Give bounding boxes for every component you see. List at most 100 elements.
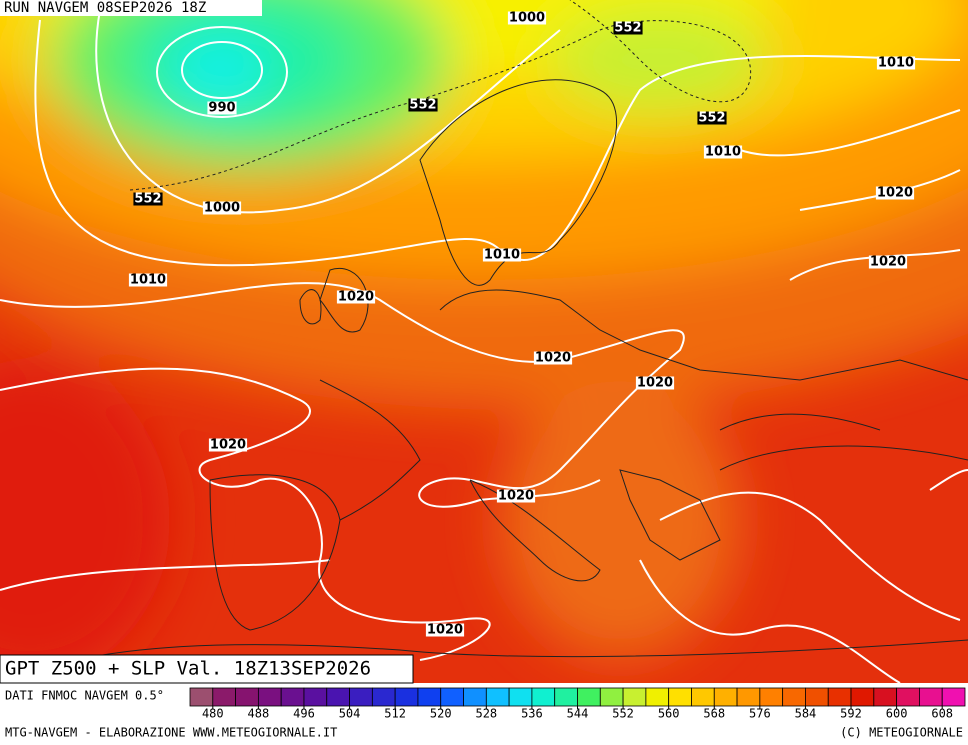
colorbar: 480 488 496 504 512 520 528 536 544 552 560 568 576 5…	[189, 687, 966, 721]
color-box	[919, 687, 943, 707]
isobar-label: 1000	[204, 201, 240, 216]
color-box	[896, 687, 920, 707]
tick-label: 608	[931, 707, 953, 721]
z500-label: 552	[698, 111, 725, 126]
color-box	[782, 687, 806, 707]
isobar-label-bg	[336, 290, 376, 304]
isobar-label: 1020	[498, 489, 534, 504]
tick-label: 496	[293, 707, 315, 721]
color-box	[622, 687, 647, 707]
color-box	[713, 687, 738, 707]
color-box	[417, 687, 442, 707]
isobar-label: 1010	[130, 273, 166, 288]
isobar-label: 1020	[338, 290, 374, 305]
tick-label: 504	[339, 707, 361, 721]
color-box	[508, 687, 533, 707]
color-box	[805, 687, 829, 707]
title-box	[0, 654, 414, 684]
isobar-label-bg	[507, 11, 547, 25]
isobar-label-bg	[533, 351, 573, 365]
tick-label: 536	[521, 707, 543, 721]
isobar-label: 1000	[509, 11, 545, 26]
color-box	[759, 687, 784, 707]
color-box	[485, 687, 510, 707]
tick-label: 552	[612, 707, 634, 721]
isobar-label-bg	[496, 489, 536, 503]
color-box	[873, 687, 898, 707]
isobar-label-bg	[482, 248, 522, 262]
color-box	[531, 687, 556, 707]
color-box	[371, 687, 396, 707]
isobar-label-bg	[635, 376, 675, 390]
run-box	[0, 0, 262, 16]
color-box	[736, 687, 761, 707]
color-box	[303, 687, 328, 707]
z500-label-bg	[697, 111, 727, 125]
color-box	[235, 687, 259, 707]
color-box	[850, 687, 875, 707]
isobar-label: 1020	[427, 623, 463, 638]
isobar-label-bg	[128, 273, 168, 287]
map-field	[0, 0, 968, 683]
isobar-label-bg	[875, 186, 915, 200]
color-box	[577, 687, 601, 707]
color-box	[212, 687, 236, 707]
isobar-label: 1020	[637, 376, 673, 391]
tick-label: 544	[567, 707, 589, 721]
tick-label: 576	[749, 707, 771, 721]
color-box	[326, 687, 350, 707]
isobar-label-bg	[703, 145, 743, 159]
z500-contour	[129, 0, 752, 191]
color-box	[668, 687, 692, 707]
tick-label: 568	[703, 707, 725, 721]
isobar-label-bg	[207, 101, 237, 115]
tick-label: 480	[202, 707, 224, 721]
run-label: RUN NAVGEM 08SEP2026 18Z	[4, 0, 206, 16]
color-box	[280, 687, 305, 707]
z500-label-bg	[613, 21, 643, 35]
isobar-label: 1010	[484, 248, 520, 263]
isobar-label-bg	[208, 438, 248, 452]
isobars	[0, 9, 968, 683]
coastlines	[0, 79, 968, 683]
credit: MTG-NAVGEM - ELABORAZIONE WWW.METEOGIORN…	[5, 726, 337, 740]
isobar-label: 1020	[535, 351, 571, 366]
isobar-label-bg	[868, 255, 908, 269]
z500-label: 552	[134, 192, 161, 207]
color-box	[463, 687, 487, 707]
color-box	[827, 687, 852, 707]
tick-label: 600	[886, 707, 908, 721]
color-box	[257, 687, 282, 707]
z500-label-bg	[133, 192, 163, 206]
tick-label: 520	[430, 707, 452, 721]
copyright: (C) METEOGIORNALE	[840, 726, 963, 740]
tick-label: 512	[384, 707, 406, 721]
isobar-label-bg	[202, 201, 242, 215]
contour-labels: 1000 990 1000 1010 1020 1010 1020 1020 1020 1020 1…	[128, 11, 916, 638]
isobar-label: 1010	[705, 145, 741, 160]
isobar-label: 990	[208, 101, 235, 116]
color-box	[941, 687, 966, 707]
map-title: GPT Z500 + SLP Val. 18Z13SEP2026	[5, 658, 371, 680]
color-box	[394, 687, 419, 707]
color-box	[189, 687, 214, 707]
isobar-label: 1020	[877, 186, 913, 201]
color-box	[440, 687, 464, 707]
color-box	[645, 687, 670, 707]
isobar-label-bg	[425, 623, 465, 637]
isobar-label: 1020	[870, 255, 906, 270]
tick-label: 488	[248, 707, 270, 721]
z500-label-bg	[408, 98, 438, 112]
color-box	[349, 687, 373, 707]
z500-label: 552	[614, 21, 641, 36]
z500-label: 552	[409, 98, 436, 113]
tick-label: 528	[475, 707, 497, 721]
color-box	[691, 687, 715, 707]
tick-label: 584	[795, 707, 817, 721]
isobar-label: 1020	[210, 438, 246, 453]
source: DATI FNMOC NAVGEM 0.5°	[5, 689, 164, 703]
tick-label: 592	[840, 707, 862, 721]
isobar-label-bg	[876, 56, 916, 70]
